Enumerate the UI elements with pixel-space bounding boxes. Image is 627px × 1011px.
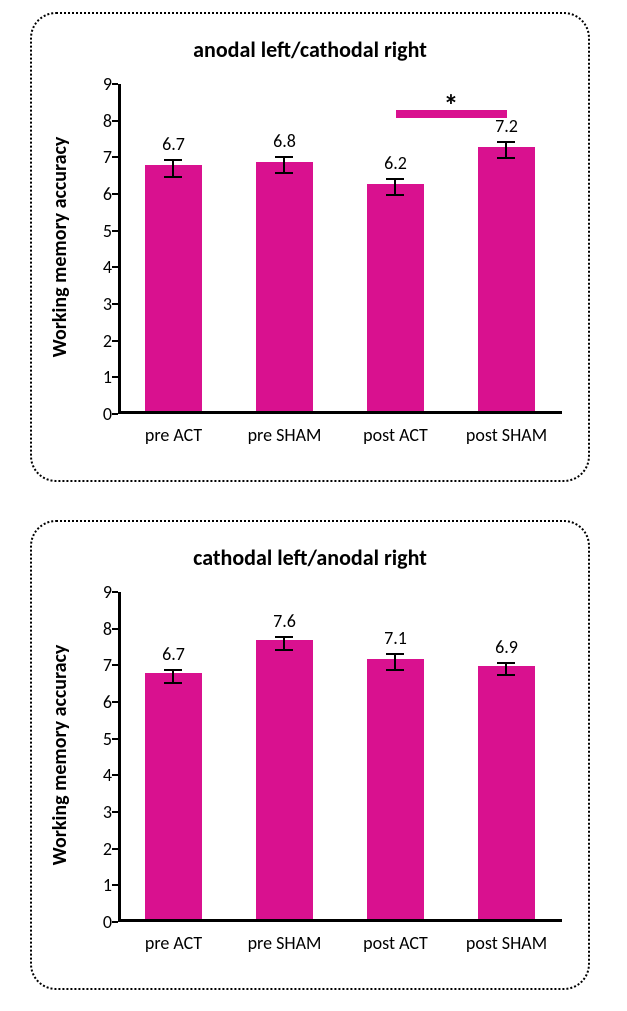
y-tick-label: 5 — [88, 220, 112, 242]
y-tick-mark — [112, 591, 118, 593]
x-tick-label: post SHAM — [466, 932, 547, 954]
bar — [145, 165, 203, 411]
bar-fill — [478, 666, 536, 919]
y-tick-label: 5 — [88, 728, 112, 750]
y-axis-label: Working memory accuracy — [48, 137, 72, 358]
error-bar — [386, 653, 404, 671]
x-tick-label: pre ACT — [145, 424, 202, 446]
y-tick-label: 2 — [88, 330, 112, 352]
chart-title: anodal left/cathodal right — [32, 36, 588, 63]
x-tick-label: post ACT — [363, 932, 428, 954]
x-axis — [118, 411, 562, 414]
y-tick-mark — [112, 120, 118, 122]
error-bar — [164, 669, 182, 684]
x-tick-label: pre SHAM — [248, 424, 322, 446]
y-tick-label: 7 — [88, 146, 112, 168]
y-tick-mark — [112, 156, 118, 158]
bar-fill — [256, 640, 314, 919]
error-bar — [164, 159, 182, 177]
y-tick-label: 6 — [88, 691, 112, 713]
x-tick-label: pre SHAM — [248, 932, 322, 954]
y-tick-mark — [112, 266, 118, 268]
y-tick-mark — [112, 340, 118, 342]
y-tick-label: 3 — [88, 293, 112, 315]
y-tick-label: 9 — [88, 73, 112, 95]
error-bar — [386, 178, 404, 196]
bar — [256, 162, 314, 411]
y-tick-mark — [112, 193, 118, 195]
y-tick-label: 7 — [88, 654, 112, 676]
y-tick-mark — [112, 230, 118, 232]
y-tick-mark — [112, 83, 118, 85]
value-label: 6.7 — [162, 643, 185, 665]
bar-fill — [145, 165, 203, 411]
y-tick-mark — [112, 701, 118, 703]
y-tick-mark — [112, 774, 118, 776]
x-axis — [118, 919, 562, 922]
bar — [478, 147, 536, 411]
value-label: 6.2 — [384, 152, 407, 174]
significance-star: * — [444, 88, 459, 125]
value-label: 7.2 — [495, 115, 518, 137]
y-tick-mark — [112, 884, 118, 886]
bar-fill — [367, 659, 425, 919]
bar — [367, 659, 425, 919]
bar — [478, 666, 536, 919]
plot-area-bottom: 01234567896.7pre ACT7.6pre SHAM7.1post A… — [118, 592, 562, 922]
panel-bottom: cathodal left/anodal right Working memor… — [30, 520, 590, 990]
x-tick-label: post SHAM — [466, 424, 547, 446]
y-tick-label: 4 — [88, 764, 112, 786]
y-tick-mark — [112, 664, 118, 666]
error-bar — [497, 141, 515, 159]
y-axis-label: Working memory accuracy — [48, 645, 72, 866]
y-tick-label: 4 — [88, 256, 112, 278]
bar-fill — [478, 147, 536, 411]
value-label: 6.9 — [495, 636, 518, 658]
y-tick-label: 8 — [88, 110, 112, 132]
plot-area-top: 01234567896.7pre ACT6.8pre SHAM6.2post A… — [118, 84, 562, 414]
y-axis — [118, 84, 121, 414]
y-tick-label: 1 — [88, 874, 112, 896]
y-tick-mark — [112, 376, 118, 378]
bar — [145, 673, 203, 919]
error-bar — [275, 156, 293, 174]
x-tick-label: pre ACT — [145, 932, 202, 954]
x-tick-label: post ACT — [363, 424, 428, 446]
y-axis — [118, 592, 121, 922]
y-tick-label: 8 — [88, 618, 112, 640]
y-tick-mark — [112, 628, 118, 630]
bar — [367, 184, 425, 411]
panel-top: anodal left/cathodal right Working memor… — [30, 12, 590, 482]
bar-fill — [367, 184, 425, 411]
y-tick-mark — [112, 738, 118, 740]
y-tick-label: 9 — [88, 581, 112, 603]
error-bar — [497, 662, 515, 677]
y-tick-label: 0 — [88, 403, 112, 425]
bar — [256, 640, 314, 919]
bar-fill — [256, 162, 314, 411]
y-tick-mark — [112, 921, 118, 923]
error-bar — [275, 636, 293, 651]
y-tick-mark — [112, 811, 118, 813]
y-tick-label: 6 — [88, 183, 112, 205]
y-tick-label: 2 — [88, 838, 112, 860]
value-label: 7.1 — [384, 627, 407, 649]
chart-title: cathodal left/anodal right — [32, 544, 588, 571]
y-tick-mark — [112, 848, 118, 850]
value-label: 6.8 — [273, 130, 296, 152]
value-label: 6.7 — [162, 133, 185, 155]
bar-fill — [145, 673, 203, 919]
value-label: 7.6 — [273, 610, 296, 632]
y-tick-label: 1 — [88, 366, 112, 388]
y-tick-mark — [112, 413, 118, 415]
y-tick-mark — [112, 303, 118, 305]
y-tick-label: 3 — [88, 801, 112, 823]
y-tick-label: 0 — [88, 911, 112, 933]
